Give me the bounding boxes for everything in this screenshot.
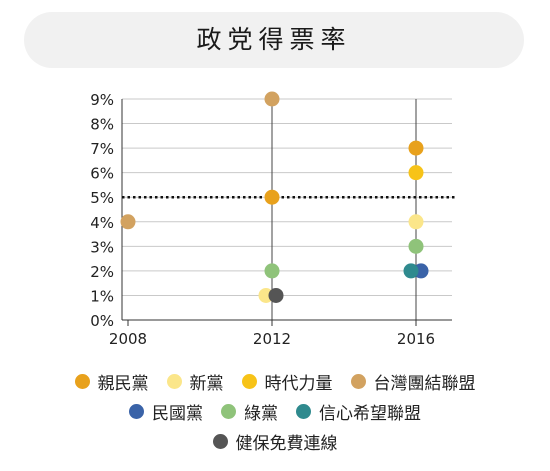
legend-item: 親民黨: [74, 369, 149, 394]
data-point: [120, 214, 136, 230]
legend-swatch: [74, 373, 90, 389]
legend-item: 信心希望聯盟: [296, 399, 421, 424]
y-tick-label: 2%: [90, 263, 114, 281]
y-tick-label: 7%: [90, 140, 114, 158]
legend-item: 新黨: [166, 369, 224, 394]
data-point: [403, 263, 419, 279]
legend-swatch: [221, 403, 236, 419]
legend-row: 健保免費連線: [0, 426, 550, 456]
y-tick-label: 3%: [90, 238, 114, 256]
legend-item: 綠黨: [221, 399, 278, 424]
legend: 親民黨 新黨 時代力量 台灣團結聯盟 民國黨 綠黨 信心希望聯盟 健保免費連線: [0, 366, 550, 456]
legend-swatch: [241, 373, 257, 389]
legend-label: 新黨: [189, 373, 224, 394]
x-tick-label: 2016: [397, 330, 435, 348]
x-tick-label: 2012: [253, 330, 291, 348]
x-tick-label: 2008: [109, 330, 147, 348]
legend-label: 時代力量: [264, 373, 333, 394]
y-tick-label: 5%: [90, 189, 114, 207]
chart-title: 政党得票率: [196, 25, 352, 54]
data-point: [408, 214, 424, 230]
legend-label: 民國黨: [152, 403, 203, 424]
data-point: [268, 287, 284, 303]
data-point: [408, 140, 424, 156]
legend-label: 健保免費連線: [235, 433, 338, 454]
y-tick-label: 0%: [90, 312, 114, 330]
legend-label: 信心希望聯盟: [319, 403, 421, 424]
data-point: [408, 165, 424, 181]
title-banner: 政党得票率: [24, 12, 524, 68]
legend-item: 時代力量: [241, 369, 333, 394]
legend-item: 台灣團結聯盟: [350, 369, 476, 394]
data-point: [264, 189, 280, 205]
data-point: [264, 91, 280, 107]
data-point: [408, 238, 424, 254]
legend-item: 健保免費連線: [212, 429, 338, 454]
legend-swatch: [296, 403, 311, 419]
legend-swatch: [212, 433, 228, 449]
data-point: [264, 263, 280, 279]
legend-label: 綠黨: [244, 403, 278, 424]
y-tick-label: 9%: [90, 91, 114, 109]
legend-label: 親民黨: [97, 373, 149, 394]
y-tick-label: 4%: [90, 214, 114, 232]
legend-row: 親民黨 新黨 時代力量 台灣團結聯盟: [0, 366, 550, 396]
legend-row: 民國黨 綠黨 信心希望聯盟: [0, 396, 550, 426]
y-tick-label: 8%: [90, 116, 114, 134]
legend-swatch: [166, 373, 182, 389]
legend-swatch: [350, 373, 366, 389]
y-tick-label: 6%: [90, 165, 114, 183]
y-tick-label: 1%: [90, 287, 114, 305]
legend-item: 民國黨: [129, 399, 203, 424]
legend-label: 台灣團結聯盟: [373, 373, 476, 394]
legend-swatch: [129, 403, 144, 419]
scatter-chart: 0% 1% 2% 3% 4% 5% 6% 7% 8% 9% 2008 2012 2016: [90, 91, 457, 348]
